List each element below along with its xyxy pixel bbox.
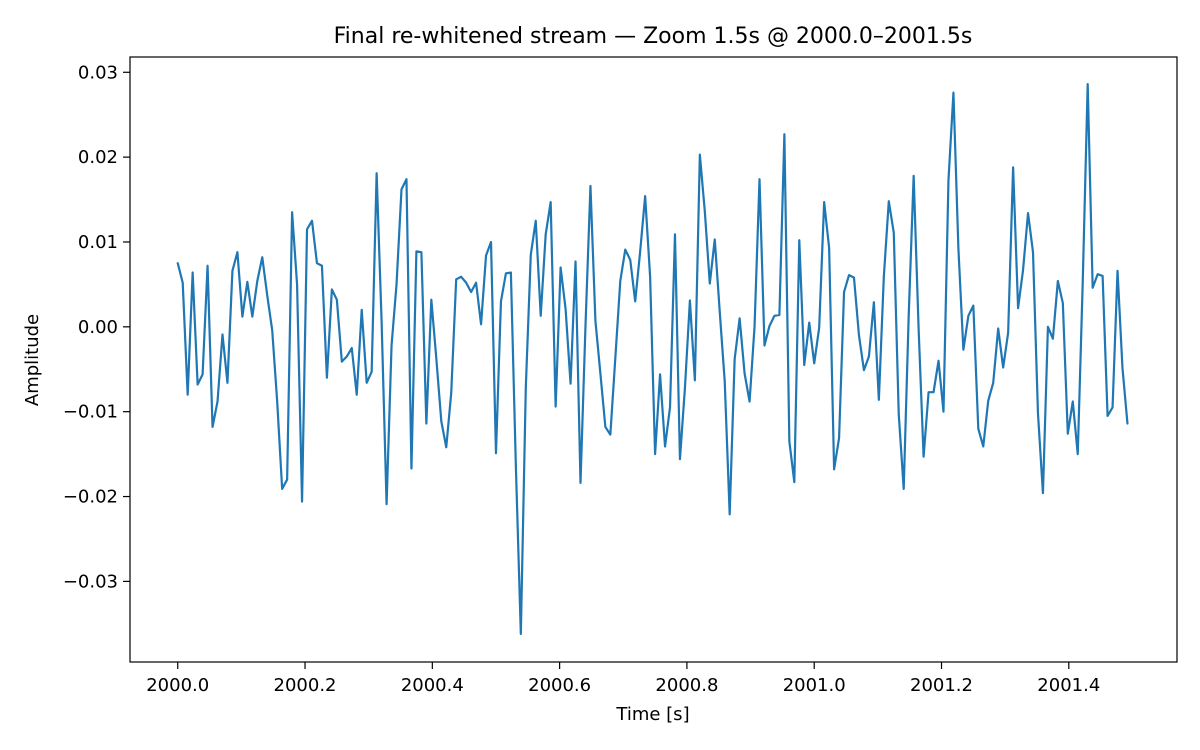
x-axis: 2000.0 2000.2 2000.4 2000.6 2000.8 2001.0 2001… (146, 662, 1100, 696)
y-tick-label: 0.03 (78, 62, 118, 83)
x-axis-label: Time [s] (615, 704, 689, 725)
y-tick-label: 0.00 (78, 317, 118, 338)
y-axis: −0.03 −0.02 −0.01 0.00 0.01 0.02 0.03 (63, 62, 130, 592)
x-tick-label: 2001.0 (783, 675, 846, 696)
y-tick-label: −0.01 (63, 402, 118, 423)
plot-area-frame (129, 56, 1178, 663)
y-axis-label: Amplitude (22, 314, 43, 406)
chart-title: Final re-whitened stream — Zoom 1.5s @ 2… (334, 24, 973, 49)
y-tick-label: 0.01 (78, 232, 118, 253)
x-tick-label: 2001.4 (1037, 675, 1100, 696)
x-tick-label: 2000.0 (146, 675, 209, 696)
x-tick-label: 2000.6 (528, 675, 591, 696)
series-line (176, 83, 1129, 636)
x-tick-label: 2000.8 (655, 675, 718, 696)
x-tick-label: 2000.2 (274, 675, 337, 696)
y-tick-label: −0.03 (63, 571, 118, 592)
y-tick-label: 0.02 (78, 147, 118, 168)
x-tick-label: 2000.4 (401, 675, 464, 696)
y-tick-label: −0.02 (63, 487, 118, 508)
x-tick-label: 2001.2 (910, 675, 973, 696)
